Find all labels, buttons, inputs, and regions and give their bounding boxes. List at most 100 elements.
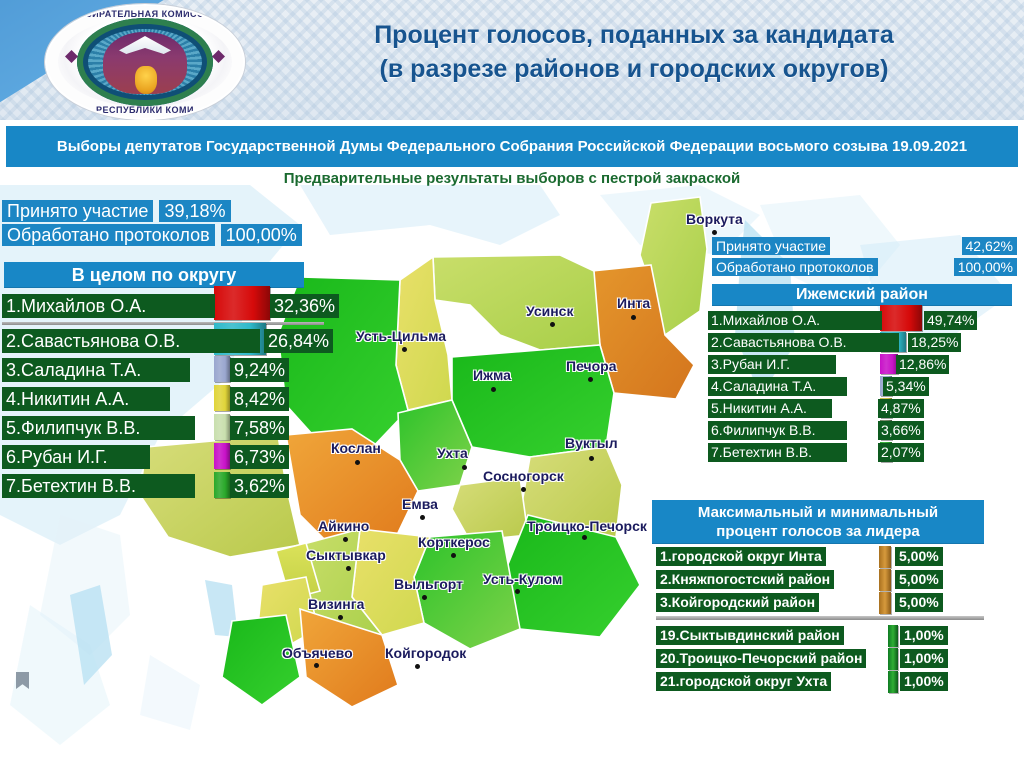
district-priluzye [221,614,301,706]
map-city-label: Сыктывкар [306,547,386,563]
leader-percent: 1,00% [900,672,948,691]
overall-results-table: 1.Михайлов О.А. 32,36% 2.Савастьянова О.В.… [2,286,340,501]
map-city-dot [451,553,456,558]
page-title-line2: (в разрезе районов и городских округов) [379,55,889,83]
table-row: 2.Савастьянова О.В. 26,84% [2,323,334,355]
map-city-label: Сосногорск [483,468,564,484]
map-city-label: Визинга [308,596,365,612]
leader-bar [888,671,898,693]
turnout-label: Принято участие [2,200,154,222]
map-city-label: Кослан [331,440,381,456]
candidate-name: 7.Бетехтин В.В. [708,443,847,462]
map-city-label: Инта [617,295,651,311]
table-row: 6.Рубан И.Г. 6,73% [2,443,322,471]
map-city-label: Емва [402,496,438,512]
candidate-name: 7.Бетехтин В.В. [2,474,195,498]
table-divider [2,322,324,325]
protocols-value: 100,00% [220,224,302,246]
table-row: 3.Саладина Т.А. 9,24% [2,356,322,384]
map-city-dot [515,589,520,594]
maxmin-table: 1.городской округ Инта 5,00% 2.Княжпогостс… [650,546,990,694]
candidate-name: 5.Никитин А.А. [708,399,832,418]
map-city-label: Ухта [437,445,468,461]
candidate-percent: 12,86% [896,355,950,374]
map-city-label: Айкино [318,518,370,534]
candidate-percent: 7,58% [230,416,290,440]
candidate-name: 2.Савастьянова О.В. [2,329,260,353]
table-row: 21.городской округ Ухта 1,00% [650,671,990,693]
candidate-name: 6.Рубан И.Г. [2,445,150,469]
protocols-label: Обработано протоколов [2,224,215,246]
leader-bar [879,569,891,591]
candidate-percent: 5,34% [883,377,929,396]
overall-panel-heading: В целом по округу [4,262,304,288]
table-row: 1.Михайлов О.А. 32,36% [2,286,340,320]
district-turnout-row: Принято участие 42,62% [712,236,1017,255]
table-row: 20.Троицко-Печорский район 1,00% [650,648,990,670]
candidate-name: 6.Филипчук В.В. [708,421,847,440]
table-row: 5.Филипчук В.В. 7,58% [2,414,322,442]
map-city-label: Выльгорт [394,576,463,592]
emblem-left-diamond-icon [65,50,78,63]
map-city-label: Ижма [473,367,511,383]
map-city-label: Объячево [282,645,353,661]
table-row: 3.Рубан И.Г. 12,86% [708,354,1020,375]
district-name: 21.городской округ Ухта [656,672,832,691]
district-name: 1.городской округ Инта [656,547,826,566]
district-usinsk [432,254,601,351]
emblem-caption-top: ИЗБИРАТЕЛЬНАЯ КОМИССИЯ [72,9,218,19]
candidate-percent: 9,24% [230,358,290,382]
map-city-dot [712,230,717,235]
result-bar [880,305,922,331]
district-turnout-value: 42,62% [961,236,1017,255]
map-city-dot [338,615,343,620]
leader-bar [879,546,891,568]
district-results-table: 1.Михайлов О.А. 49,74% 2.Савастьянова О.В.… [708,305,1020,464]
election-commission-emblem: ИЗБИРАТЕЛЬНАЯ КОМИССИЯ РЕСПУБЛИКИ КОМИ [45,4,245,120]
map-city-dot [550,322,555,327]
candidate-percent: 8,42% [230,387,290,411]
table-row: 3.Койгородский район 5,00% [650,592,990,614]
district-knyazhpogost [285,428,419,546]
table-row: 2.Савастьянова О.В. 18,25% [708,332,1020,353]
candidate-name: 1.Михайлов О.А. [2,294,215,318]
map-city-dot [582,535,587,540]
maxmin-heading-line2: процент голосов за лидера [716,523,920,540]
table-row: 4.Саладина Т.А. 5,34% [708,376,1020,397]
map-city-dot [355,460,360,465]
leader-bar [888,625,898,647]
table-row: 5.Никитин А.А. 4,87% [708,398,1020,419]
emblem-right-diamond-icon [212,50,225,63]
map-city-dot [589,456,594,461]
result-bar [214,414,230,440]
table-row: 19.Сыктывдинский район 1,00% [650,625,990,647]
emblem-caption-bottom: РЕСПУБЛИКИ КОМИ [95,105,195,115]
map-city-label: Корткерос [418,534,490,550]
map-city-dot [415,664,420,669]
candidate-percent: 26,84% [264,329,334,353]
district-protocols-label: Обработано протоколов [712,257,878,276]
candidate-percent: 3,66% [878,421,924,440]
map-city-label: Воркута [686,211,743,227]
candidate-percent: 18,25% [908,333,962,352]
overall-turnout-block: Принято участие 39,18% Обработано проток… [2,200,352,248]
map-city-dot [420,515,425,520]
emblem-ring [47,6,243,118]
district-name: 3.Койгородский район [656,593,820,612]
page-title-line1: Процент голосов, поданных за кандидата [374,21,894,49]
result-bar [214,356,230,382]
table-row: 1.городской округ Инта 5,00% [650,546,990,568]
table-row: 7.Бетехтин В.В. 3,62% [2,472,322,500]
result-bar [214,286,270,320]
candidate-percent: 3,62% [230,474,290,498]
leader-percent: 5,00% [895,547,943,566]
candidate-name: 3.Саладина Т.А. [2,358,190,382]
map-city-dot [314,663,319,668]
district-protocols-row: Обработано протоколов 100,00% [712,257,1017,276]
table-row: 6.Филипчук В.В. 3,66% [708,420,1020,441]
map-city-label: Троицко-Печорск [527,518,647,534]
map-city-dot [631,315,636,320]
candidate-percent: 2,07% [878,443,924,462]
preliminary-note: Предварительные результаты выборов с пес… [283,170,741,187]
